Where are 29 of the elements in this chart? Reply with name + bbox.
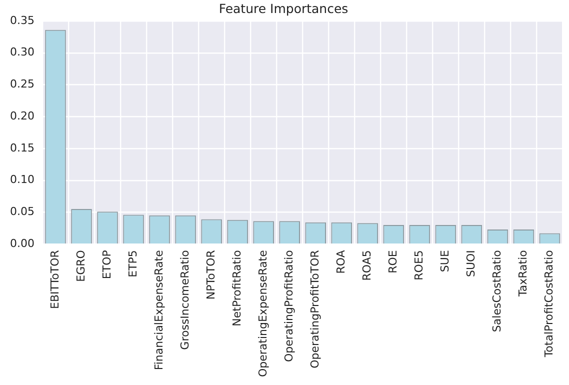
x-tick-label: TotalProfitCostRatio — [542, 250, 556, 358]
y-tick-label: 0.00 — [10, 236, 34, 250]
y-tick-label: 0.05 — [10, 205, 34, 218]
chart-title: Feature Importances — [218, 0, 348, 16]
x-tick-label: SUE — [438, 250, 452, 272]
x-tick-label: OperatingExpenseRate — [256, 250, 270, 378]
x-tick-label: SUOI — [464, 250, 478, 278]
x-tick-label: ROA — [334, 250, 348, 274]
x-tick-label: EGRO — [74, 250, 88, 282]
x-tick-label: EBITToTOR — [48, 250, 62, 309]
y-tick-label: 0.15 — [10, 141, 34, 154]
y-tick-label: 0.20 — [10, 109, 34, 122]
y-tick-label: 0.35 — [10, 14, 34, 27]
x-tick-label: ROE5 — [412, 250, 426, 280]
x-tick-label: GrossIncomeRatio — [178, 250, 192, 350]
x-tick-label: OperatingProfitRatio — [282, 250, 296, 362]
y-tick-label: 0.30 — [10, 46, 34, 59]
x-tick-label: ROE — [386, 250, 400, 274]
x-tick-label: NetProfitRatio — [230, 250, 244, 326]
x-tick-label: TaxRatio — [516, 250, 530, 298]
x-tick-label: ETOP — [100, 250, 114, 280]
x-tick-label: NPToTOR — [204, 250, 218, 300]
x-tick-label: OperatingProfitToTOR — [308, 250, 322, 368]
y-tick-label: 0.10 — [10, 173, 34, 186]
x-tick-label: ETP5 — [126, 250, 140, 278]
x-tick-label: ROA5 — [360, 250, 374, 281]
y-tick-label: 0.25 — [10, 78, 34, 91]
x-tick-label: FinancialExpenseRate — [152, 250, 166, 370]
x-tick-label: SalesCostRatio — [490, 250, 504, 332]
